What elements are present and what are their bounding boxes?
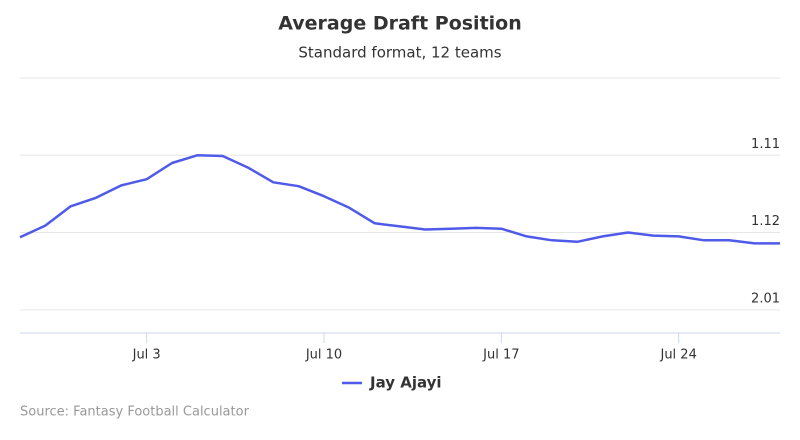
x-tick-label: Jul 24 — [659, 348, 696, 363]
x-tick-label: Jul 3 — [132, 348, 161, 363]
y-tick-label: 1.11 — [751, 137, 780, 152]
y-tick-label: 1.12 — [751, 214, 780, 229]
legend-label: Jay Ajayi — [369, 374, 442, 392]
credits: Source: Fantasy Football Calculator — [20, 405, 250, 420]
line-series — [19, 154, 780, 245]
y-tick-label: 2.01 — [751, 291, 780, 306]
chart-title: Average Draft Position — [278, 13, 522, 35]
x-tick-label: Jul 10 — [305, 348, 342, 363]
chart-subtitle: Standard format, 12 teams — [298, 44, 501, 62]
x-tick-label: Jul 17 — [482, 348, 519, 363]
